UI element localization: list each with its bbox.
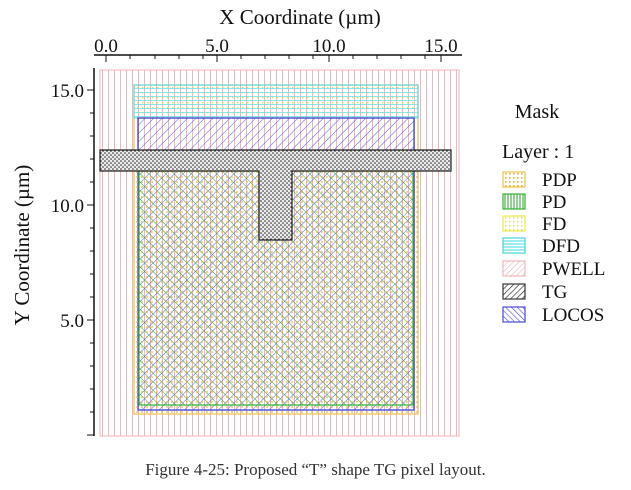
x-tick-label: 15.0 bbox=[424, 36, 457, 57]
figure-caption: Figure 4-25: Proposed “T” shape TG pixel… bbox=[145, 460, 486, 479]
legend-item-pdp: PDP bbox=[502, 170, 577, 191]
legend-item-dfd: DFD bbox=[502, 236, 580, 257]
legend-item-fd: FD bbox=[502, 214, 566, 235]
legend-label-pd: PD bbox=[542, 192, 566, 213]
legend-subtitle: Layer : 1 bbox=[502, 141, 574, 163]
y-axis-ticks bbox=[87, 89, 94, 436]
legend-label-locos: LOCOS bbox=[542, 305, 604, 326]
y-tick-label: 15.0 bbox=[51, 81, 84, 102]
layout-diagram: X Coordinate (µm) 0.0 5.0 10.0 15.0 15.0… bbox=[10, 5, 605, 437]
legend-item-tg: TG bbox=[502, 282, 568, 303]
legend-swatch-pdp bbox=[502, 171, 526, 188]
x-tick-label: 10.0 bbox=[312, 36, 345, 57]
legend-title: Mask bbox=[515, 101, 559, 123]
fd-region bbox=[134, 85, 418, 118]
legend-label-tg: TG bbox=[542, 282, 568, 303]
y-axis-title: Y Coordinate (µm) bbox=[10, 165, 34, 326]
legend-item-pd: PD bbox=[502, 192, 566, 213]
legend-label-pwell: PWELL bbox=[542, 259, 605, 280]
legend-swatch-dfd bbox=[502, 237, 526, 254]
legend-swatch-fd bbox=[502, 215, 526, 232]
legend-label-pdp: PDP bbox=[542, 170, 577, 191]
legend-swatch-pd bbox=[502, 193, 526, 210]
legend: PDP PD FD DFD PWELL TG LOCOS bbox=[502, 170, 605, 326]
x-tick-label: 0.0 bbox=[94, 36, 118, 57]
legend-item-pwell: PWELL bbox=[502, 259, 605, 280]
legend-swatch-pwell bbox=[502, 260, 526, 277]
tg-gate-t-shape bbox=[99, 149, 452, 241]
x-axis-ticks bbox=[105, 55, 442, 62]
y-tick-label: 5.0 bbox=[60, 311, 84, 332]
legend-swatch-tg bbox=[502, 283, 526, 300]
legend-item-locos: LOCOS bbox=[502, 305, 604, 326]
x-tick-label: 5.0 bbox=[205, 36, 229, 57]
y-tick-label: 10.0 bbox=[51, 196, 84, 217]
legend-label-fd: FD bbox=[542, 214, 566, 235]
legend-swatch-locos bbox=[502, 306, 526, 323]
x-axis-title: X Coordinate (µm) bbox=[219, 5, 380, 29]
legend-label-dfd: DFD bbox=[542, 236, 580, 257]
